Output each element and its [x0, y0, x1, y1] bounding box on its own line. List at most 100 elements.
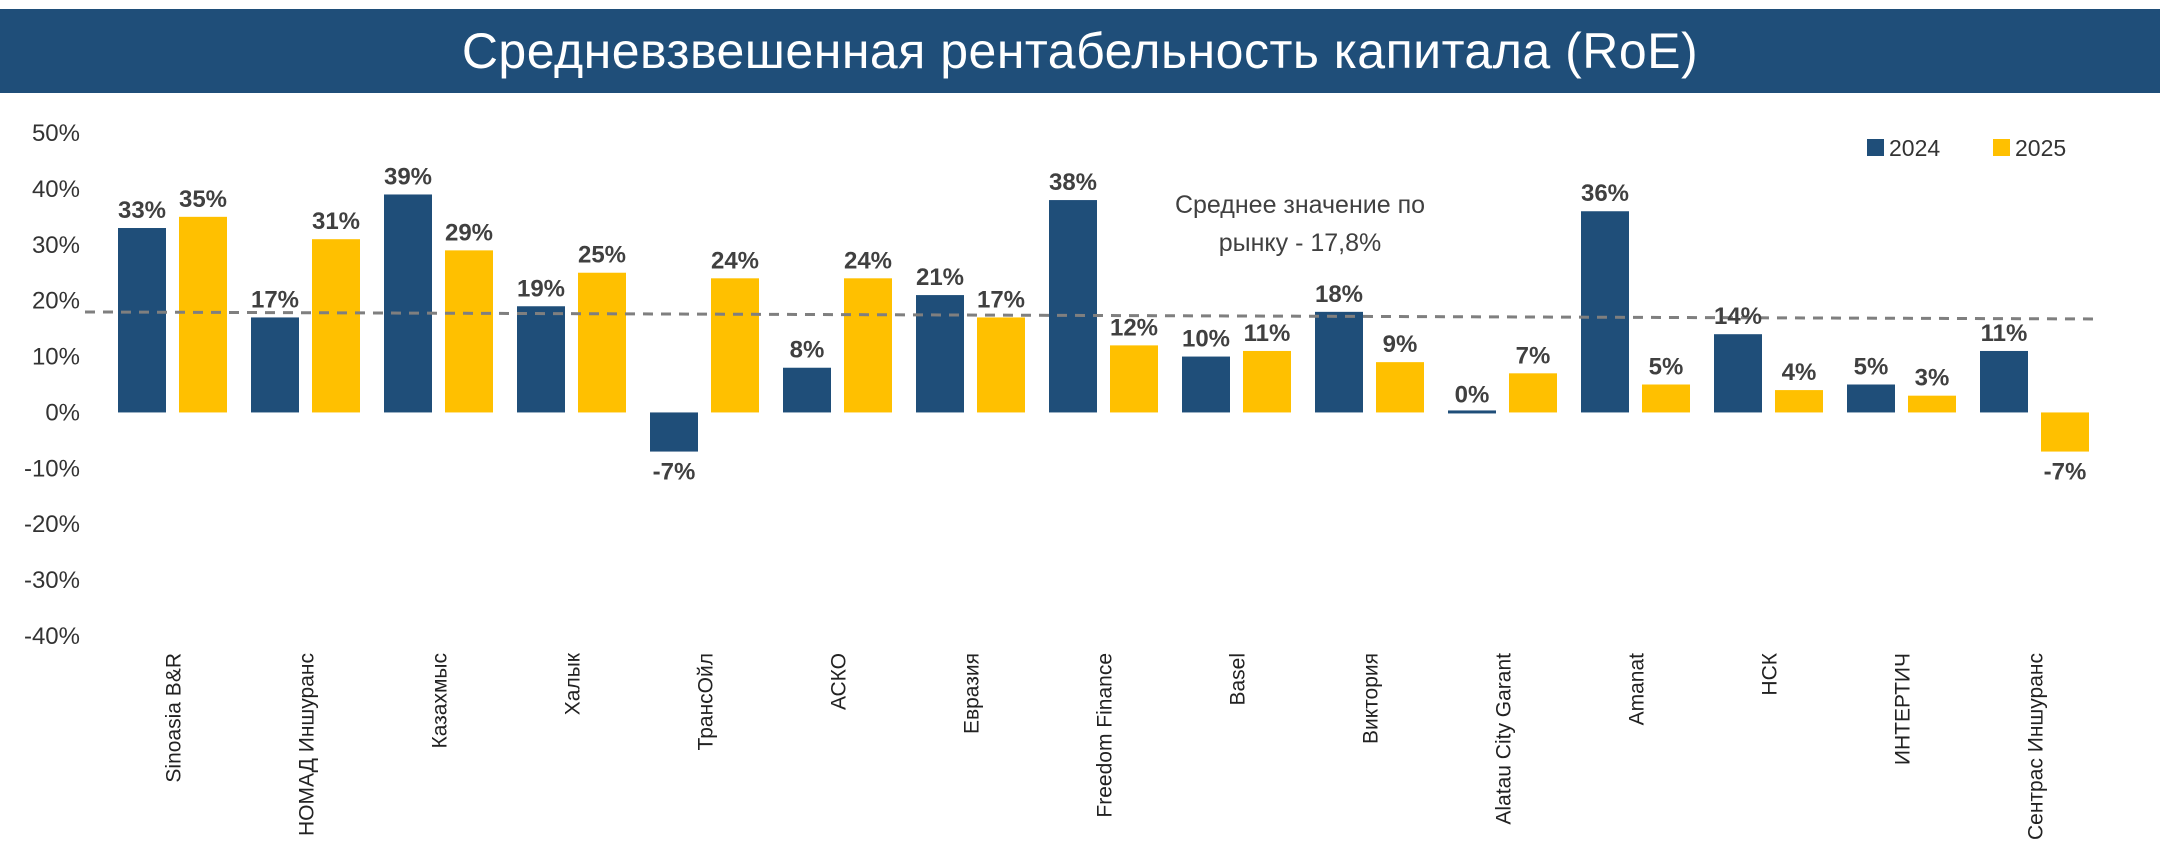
bar-2025: [1243, 350, 1291, 413]
data-label-2024: 36%: [1581, 180, 1629, 207]
data-label-2025: 11%: [1244, 320, 1291, 347]
data-label-2024: -7%: [653, 459, 696, 486]
bar-2025: [1775, 390, 1823, 413]
category-label: НОМАД Иншуранс: [296, 653, 319, 836]
data-label-2025: 25%: [578, 242, 626, 269]
bar-2024: [1581, 211, 1629, 413]
data-label-2024: 8%: [790, 337, 825, 364]
bar-2025: [1642, 384, 1690, 413]
data-label-2025: 7%: [1516, 342, 1551, 369]
chart-title: Средневзвешенная рентабельность капитала…: [461, 23, 1699, 79]
bar-2025: [1376, 362, 1424, 413]
average-note-line2: рынку - 17,8%: [1219, 229, 1382, 257]
y-tick-label: -30%: [24, 567, 80, 594]
category-label: Виктория: [1360, 653, 1383, 744]
data-label-2025: 3%: [1915, 365, 1950, 392]
category-labels: Sinoasia B&R НОМАД Иншуранс Казахмыс Халык Т…: [163, 652, 2048, 840]
category-label: АСКО: [828, 653, 851, 710]
bar-2024: [1980, 350, 2028, 413]
data-label-2024: 14%: [1714, 303, 1762, 330]
category-label: ТрансОйл: [695, 653, 718, 750]
bar-2024: [1182, 356, 1230, 413]
bar-2024: [783, 367, 831, 413]
y-tick-label: 40%: [32, 176, 80, 203]
average-note-line1: Среднее значение по: [1175, 191, 1425, 219]
data-label-2025: 12%: [1110, 314, 1158, 341]
y-tick-label: -20%: [24, 511, 80, 538]
category-label: Казахмыс: [429, 653, 452, 749]
bar-2024: [384, 194, 432, 413]
data-label-2025: 24%: [711, 247, 759, 274]
data-label-2024: 10%: [1182, 326, 1230, 353]
category-label: НСК: [1759, 652, 1782, 695]
bar-2024: [650, 412, 698, 452]
category-label: Евразия: [961, 653, 984, 734]
data-label-2024: 17%: [251, 286, 299, 313]
bar-2024: [118, 228, 166, 413]
bar-2025: [179, 216, 227, 413]
bar-2024: [517, 306, 565, 413]
bar-2025: [2041, 412, 2089, 452]
bar-2025: [445, 250, 493, 413]
bar-2024: [916, 295, 964, 413]
category-label: Sinoasia B&R: [163, 653, 186, 783]
data-label-2024: 38%: [1049, 169, 1097, 196]
data-label-2025: 9%: [1383, 331, 1418, 358]
data-label-2025: 35%: [179, 186, 227, 213]
bar-2025: [312, 239, 360, 413]
legend-swatch-2024: [1867, 139, 1884, 156]
bar-2025: [844, 278, 892, 413]
roe-bar-chart: 50% 40% 30% 20% 10% 0% -10% -20% -30% -40% 33% 17%…: [24, 120, 2096, 840]
data-label-2025: 24%: [844, 247, 892, 274]
legend-label-2025: 2025: [2015, 135, 2066, 161]
bar-2025: [977, 317, 1025, 413]
data-label-2024: 11%: [1981, 320, 2028, 347]
y-tick-label: -40%: [24, 623, 80, 650]
bar-2024: [1049, 200, 1097, 413]
bar-2024: [251, 317, 299, 413]
bar-2025: [578, 272, 626, 413]
average-line-group: [84, 310, 2096, 321]
data-label-2024: 21%: [916, 264, 964, 291]
data-label-2025: 4%: [1782, 359, 1817, 386]
data-label-2024: 18%: [1315, 281, 1363, 308]
category-label: Alatau City Garant: [1493, 653, 1516, 825]
bar-2024: [1315, 311, 1363, 413]
legend-label-2024: 2024: [1889, 135, 1940, 161]
legend-swatch-2025: [1993, 139, 2010, 156]
y-tick-label: 0%: [45, 399, 80, 426]
category-label: Basel: [1227, 653, 1250, 706]
data-label-2024: 5%: [1854, 354, 1889, 381]
bars: [118, 194, 2089, 452]
bar-2025: [1908, 395, 1956, 413]
bar-2025: [1509, 373, 1557, 413]
legend: 2024 2025: [1867, 135, 2066, 161]
bar-2024: [1714, 334, 1762, 413]
data-label-2024: 0%: [1455, 381, 1490, 408]
category-label: ИНТЕРТИЧ: [1892, 653, 1915, 765]
category-label: Халык: [562, 652, 585, 715]
category-label: Сентрас Иншуранс: [2025, 653, 2048, 840]
y-tick-label: 10%: [32, 344, 80, 371]
data-label-2025: 17%: [977, 286, 1025, 313]
data-label-2025: 5%: [1649, 354, 1684, 381]
bar-2025: [711, 278, 759, 413]
data-label-2024: 33%: [118, 197, 166, 224]
bar-2024: [1448, 410, 1496, 414]
y-tick-label: -10%: [24, 455, 80, 482]
y-tick-label: 30%: [32, 232, 80, 259]
category-label: Freedom Finance: [1094, 653, 1117, 818]
y-axis-ticks: 50% 40% 30% 20% 10% 0% -10% -20% -30% -40%: [24, 120, 80, 650]
data-label-2025: 31%: [312, 208, 360, 235]
data-labels: 33% 17% 39% 19% -7% 8% 21% 38% 10% 18% 0% 36% 14% 5% 1…: [118, 163, 2086, 485]
data-label-2025: -7%: [2044, 459, 2087, 486]
data-label-2024: 39%: [384, 163, 432, 190]
y-tick-label: 20%: [32, 288, 80, 315]
bar-2025: [1110, 345, 1158, 413]
average-line: [84, 310, 2096, 321]
title-banner: Средневзвешенная рентабельность капитала…: [0, 9, 2160, 93]
data-label-2025: 29%: [445, 219, 493, 246]
bar-2024: [1847, 384, 1895, 413]
category-label: Amanat: [1626, 653, 1649, 726]
y-tick-label: 50%: [32, 120, 80, 147]
